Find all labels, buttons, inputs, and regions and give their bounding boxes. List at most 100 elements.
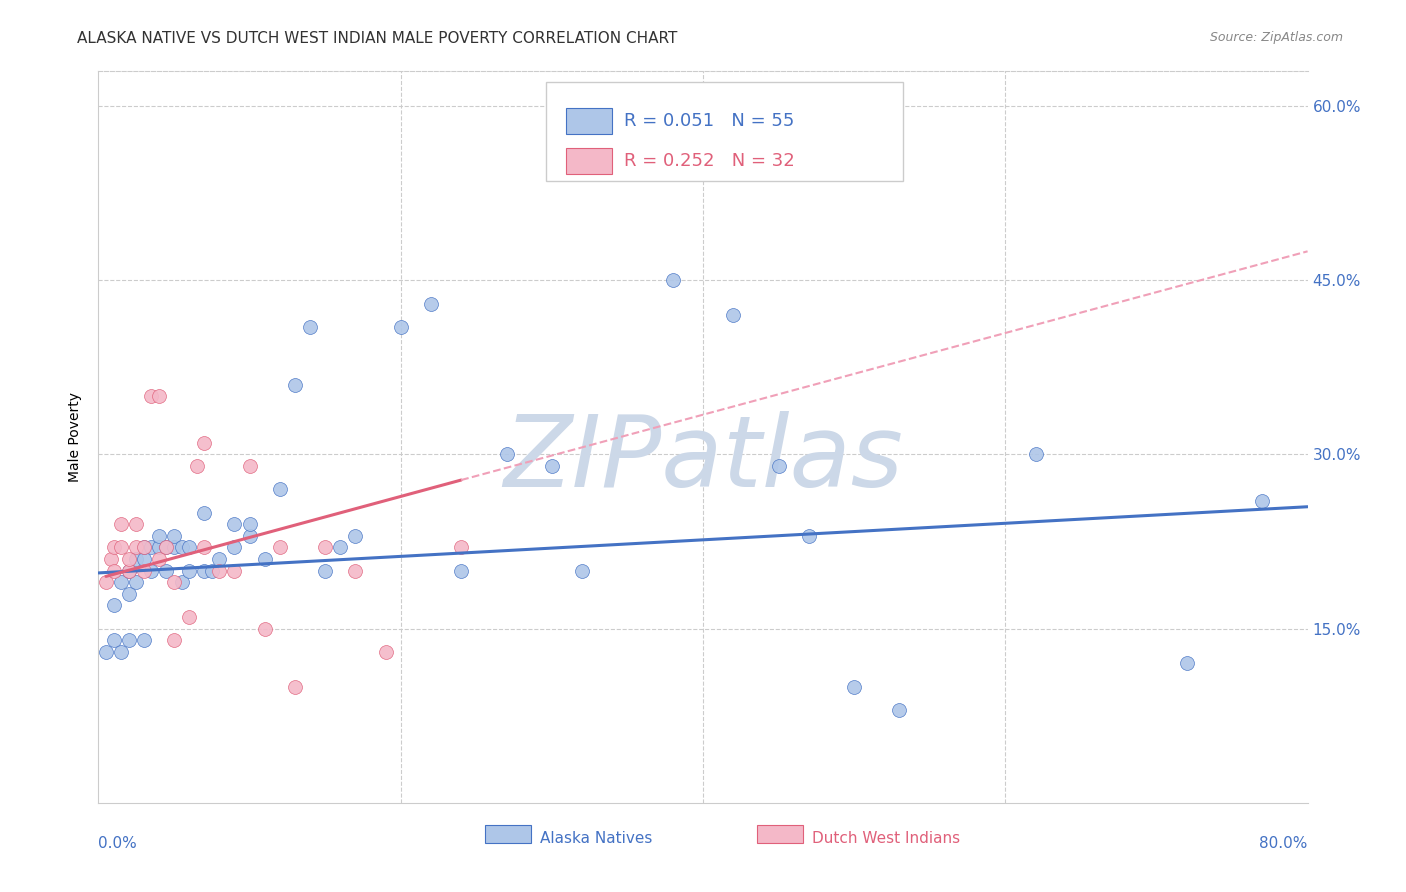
Point xyxy=(141,541,163,555)
Point xyxy=(155,564,177,578)
Point xyxy=(314,541,336,555)
Point xyxy=(118,552,141,566)
Text: R = 0.252   N = 32: R = 0.252 N = 32 xyxy=(624,152,796,170)
Text: ZIPatlas: ZIPatlas xyxy=(503,410,903,508)
Text: Alaska Natives: Alaska Natives xyxy=(540,830,652,846)
Point xyxy=(571,564,593,578)
Point xyxy=(155,541,177,555)
Point xyxy=(125,552,148,566)
Point xyxy=(344,564,367,578)
Point xyxy=(284,680,307,694)
Point xyxy=(193,541,215,555)
Point xyxy=(224,564,246,578)
Point xyxy=(148,529,170,543)
Point xyxy=(239,517,262,532)
Point xyxy=(103,599,125,613)
Point xyxy=(284,377,307,392)
Point xyxy=(100,552,122,566)
Point xyxy=(314,564,336,578)
Point xyxy=(723,308,745,322)
Point xyxy=(269,483,291,497)
Point xyxy=(269,541,291,555)
FancyBboxPatch shape xyxy=(567,108,613,134)
Point xyxy=(844,680,866,694)
FancyBboxPatch shape xyxy=(758,825,803,843)
Point xyxy=(179,610,201,624)
Point xyxy=(253,622,276,636)
Point xyxy=(103,564,125,578)
Point xyxy=(179,564,201,578)
Point xyxy=(344,529,367,543)
Point xyxy=(125,517,148,532)
Point xyxy=(118,587,141,601)
Point xyxy=(170,541,193,555)
Point xyxy=(420,296,443,310)
Text: Source: ZipAtlas.com: Source: ZipAtlas.com xyxy=(1209,31,1343,45)
Point xyxy=(141,389,163,403)
Point xyxy=(163,529,186,543)
Point xyxy=(125,575,148,590)
Point xyxy=(94,645,117,659)
Point xyxy=(889,703,911,717)
Point xyxy=(110,517,132,532)
Point xyxy=(253,552,276,566)
Point xyxy=(163,633,186,648)
Point xyxy=(797,529,820,543)
FancyBboxPatch shape xyxy=(546,82,903,181)
Point xyxy=(239,529,262,543)
Point xyxy=(768,459,790,474)
Point xyxy=(94,575,117,590)
Point xyxy=(132,633,155,648)
Point xyxy=(125,541,148,555)
Point xyxy=(495,448,517,462)
Point xyxy=(661,273,683,287)
Point xyxy=(1024,448,1046,462)
Point xyxy=(141,564,163,578)
Point xyxy=(103,541,125,555)
Point xyxy=(450,541,472,555)
Point xyxy=(193,506,215,520)
FancyBboxPatch shape xyxy=(485,825,531,843)
Point xyxy=(208,564,231,578)
Point xyxy=(110,645,132,659)
Point xyxy=(179,541,201,555)
Point xyxy=(193,564,215,578)
Point xyxy=(118,564,141,578)
Point xyxy=(110,575,132,590)
Point xyxy=(1175,657,1198,671)
Point xyxy=(540,459,562,474)
Point xyxy=(329,541,352,555)
Point xyxy=(148,541,170,555)
Point xyxy=(201,564,224,578)
Point xyxy=(299,319,322,334)
Text: R = 0.051   N = 55: R = 0.051 N = 55 xyxy=(624,112,794,129)
Text: ALASKA NATIVE VS DUTCH WEST INDIAN MALE POVERTY CORRELATION CHART: ALASKA NATIVE VS DUTCH WEST INDIAN MALE … xyxy=(77,31,678,46)
Point xyxy=(148,552,170,566)
Point xyxy=(110,541,132,555)
Point xyxy=(148,389,170,403)
Point xyxy=(1251,494,1274,508)
Point xyxy=(163,575,186,590)
Point xyxy=(132,564,155,578)
Point xyxy=(374,645,396,659)
FancyBboxPatch shape xyxy=(567,148,613,174)
Point xyxy=(193,436,215,450)
Point xyxy=(450,564,472,578)
Text: 80.0%: 80.0% xyxy=(1260,836,1308,851)
Point xyxy=(132,541,155,555)
Point xyxy=(389,319,412,334)
Point xyxy=(132,552,155,566)
Text: 0.0%: 0.0% xyxy=(98,836,138,851)
Point xyxy=(163,541,186,555)
Point xyxy=(170,575,193,590)
Point xyxy=(224,517,246,532)
Point xyxy=(118,633,141,648)
Y-axis label: Male Poverty: Male Poverty xyxy=(69,392,83,482)
Point xyxy=(208,552,231,566)
Point xyxy=(224,541,246,555)
Text: Dutch West Indians: Dutch West Indians xyxy=(811,830,960,846)
Point xyxy=(103,633,125,648)
Point xyxy=(118,564,141,578)
Point xyxy=(132,541,155,555)
Point xyxy=(239,459,262,474)
